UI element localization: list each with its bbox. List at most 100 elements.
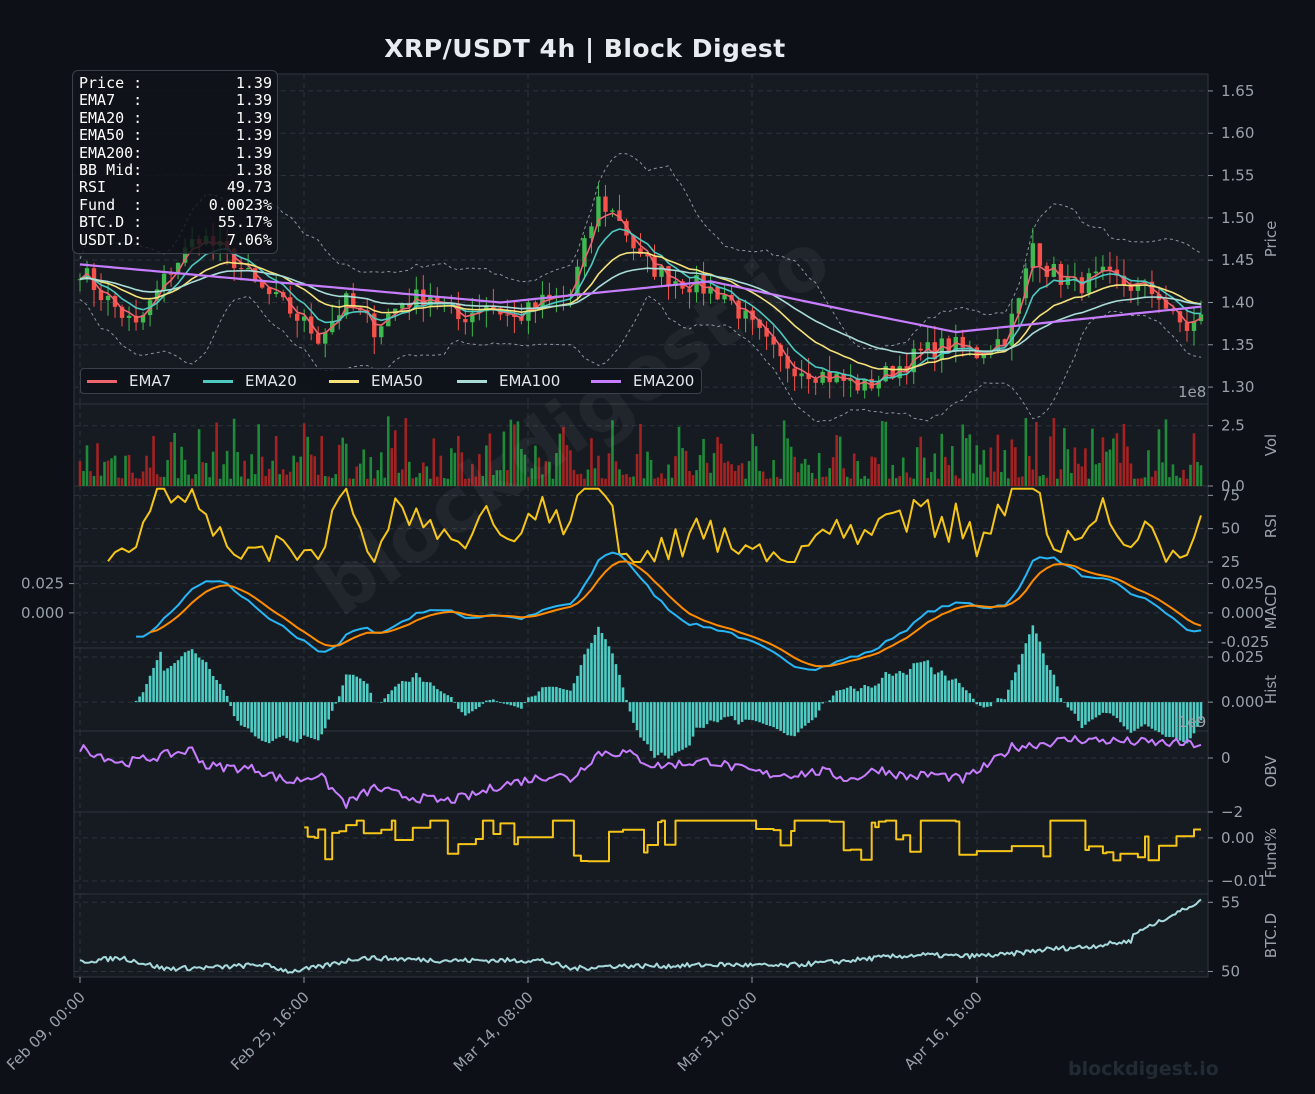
chart-title: XRP/USDT 4h | Block Digest	[384, 34, 786, 63]
y-tick-label: 0	[1221, 749, 1231, 767]
volume-bar	[1098, 462, 1101, 486]
volume-bar	[894, 478, 898, 486]
hist-bar	[229, 702, 232, 707]
hist-bar	[152, 667, 155, 703]
candle-body	[119, 306, 125, 318]
hist-bar	[1007, 689, 1010, 703]
volume-bar	[782, 420, 786, 486]
info-label: EMA20 :	[79, 108, 143, 127]
hist-bar	[1014, 672, 1017, 703]
hist-bar	[246, 702, 250, 729]
candle-body	[1023, 268, 1029, 299]
volume-bar	[183, 459, 187, 486]
volume-bar	[660, 473, 663, 486]
hist-bar	[628, 702, 632, 712]
hist-bar	[386, 694, 390, 703]
hist-bar	[397, 683, 401, 703]
hist-bar	[232, 702, 236, 717]
volume-bar	[197, 429, 201, 486]
hist-bar	[1182, 702, 1185, 742]
y-axis-label: OBV	[1262, 755, 1280, 788]
volume-bar	[1192, 433, 1196, 486]
hist-bar	[1038, 641, 1042, 703]
volume-bar	[222, 464, 225, 486]
hist-bar	[796, 702, 800, 733]
hist-bar	[299, 702, 302, 739]
hist-bar	[460, 702, 464, 713]
hist-bar	[341, 685, 345, 703]
legend-label: EMA50	[371, 372, 423, 390]
candle-body	[645, 253, 650, 257]
volume-bar	[127, 454, 131, 486]
hist-bar	[565, 689, 569, 703]
volume-bar	[173, 432, 176, 486]
hist-bar	[551, 686, 555, 703]
hist-bar	[803, 702, 807, 726]
hist-bar	[173, 663, 176, 703]
volume-bar	[436, 476, 439, 486]
info-label: RSI :	[79, 178, 143, 197]
candle-body	[631, 235, 636, 249]
hist-bar	[863, 684, 866, 703]
volume-bar	[1091, 428, 1094, 486]
hist-bar	[793, 702, 796, 737]
hist-bar	[786, 702, 789, 736]
candle-body	[589, 226, 594, 239]
volume-bar	[614, 461, 618, 486]
candle-body	[848, 378, 853, 381]
volume-bar	[488, 433, 492, 486]
hist-bar	[348, 674, 352, 703]
hist-bar	[884, 672, 888, 703]
volume-bar	[688, 471, 691, 486]
hist-bar	[1017, 664, 1021, 703]
volume-bar	[1136, 478, 1140, 486]
hist-bar	[285, 702, 288, 739]
volume-bar	[299, 456, 302, 486]
volume-bar	[653, 478, 656, 486]
volume-bar	[369, 457, 373, 486]
volume-bar	[365, 478, 369, 486]
legend-swatch	[203, 379, 233, 383]
hist-bar	[379, 702, 383, 703]
info-value: 1.39	[235, 108, 272, 127]
hist-bar	[201, 659, 204, 703]
volume-bar	[211, 451, 215, 486]
hist-bar	[330, 702, 334, 711]
hist-bar	[1091, 702, 1094, 720]
volume-bar	[558, 433, 562, 486]
volume-bar	[986, 477, 989, 486]
candle-body	[547, 294, 552, 298]
volume-bar	[467, 478, 471, 486]
volume-bar	[817, 452, 821, 486]
volume-bar	[950, 446, 954, 486]
volume-bar	[866, 478, 870, 486]
volume-bar	[905, 472, 909, 486]
volume-bar	[691, 475, 695, 486]
volume-bar	[719, 443, 723, 486]
y-tick-label: 1.45	[1221, 251, 1254, 269]
volume-bar	[730, 464, 733, 486]
volume-bar	[1021, 476, 1024, 486]
volume-bar	[695, 470, 698, 486]
volume-bar	[327, 476, 331, 486]
volume-bar	[789, 446, 793, 486]
volume-bar	[940, 433, 944, 486]
volume-bar	[639, 423, 642, 486]
volume-bar	[176, 478, 180, 486]
hist-bar	[660, 702, 663, 753]
volume-bar	[761, 471, 765, 486]
volume-bar	[215, 422, 218, 486]
candle-body	[161, 273, 167, 290]
volume-bar	[800, 463, 803, 486]
obv-scale-label: 1e9	[1178, 713, 1206, 731]
hist-bar	[162, 670, 166, 703]
candle-body	[1093, 271, 1099, 274]
volume-bar	[446, 478, 450, 486]
hist-bar	[253, 702, 257, 737]
volume-bar	[572, 469, 576, 486]
volume-bar	[236, 451, 239, 486]
hist-bar	[1136, 702, 1140, 729]
hist-bar	[1003, 699, 1007, 703]
volume-bar	[187, 474, 190, 486]
hist-bar	[145, 683, 148, 703]
